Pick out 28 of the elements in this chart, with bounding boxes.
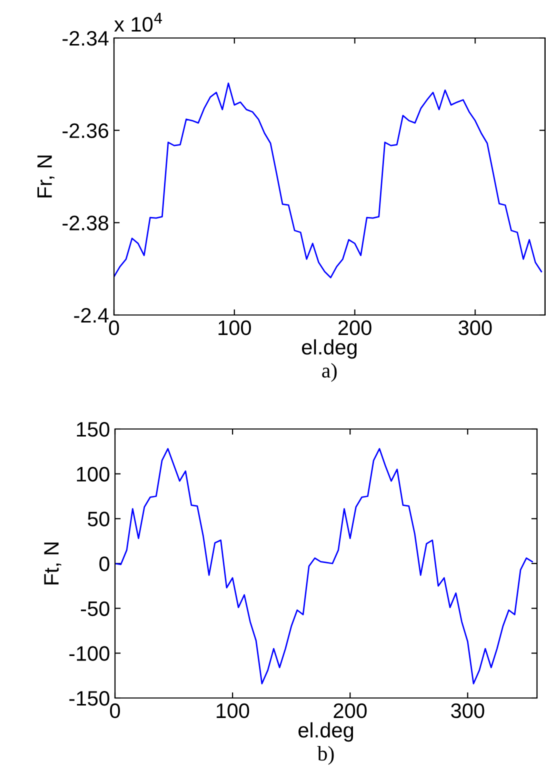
line-series (115, 448, 533, 684)
y-tick-label: -100 (69, 646, 110, 661)
y-tick-label: -2.34 (62, 31, 109, 46)
x-tick-label: 100 (218, 320, 251, 336)
text: x 10$^{4}$ (114, 12, 162, 32)
x-tick-label: 0 (110, 703, 120, 718)
y-tick-label: -2.4 (74, 308, 109, 323)
y-tick-label: 100 (76, 466, 110, 482)
x-tick-label: 0 (109, 320, 119, 336)
x-tick-label: 300 (451, 703, 484, 718)
y-axis-title: Ft, N (44, 542, 62, 584)
x-tick-label: 200 (334, 703, 367, 718)
line-series (114, 82, 542, 278)
x-tick-label: 100 (216, 703, 250, 718)
text: a) (322, 363, 337, 382)
y-tick-label: -2.38 (62, 216, 108, 230)
x-tick-label: 300 (458, 320, 492, 336)
y-axis-title: Fr, N (37, 156, 54, 198)
x-axis-title: el.deg (302, 339, 357, 359)
y-tick-label: -150 (69, 691, 110, 706)
text: b) (317, 746, 334, 765)
y-tick-label: -2.36 (62, 123, 108, 138)
x-tick-label: 200 (338, 320, 372, 336)
y-tick-label: -50 (80, 601, 110, 616)
x-axis-title: el.deg (298, 722, 354, 742)
y-tick-label: 50 (88, 512, 110, 526)
y-tick-label: 150 (76, 422, 110, 437)
y-tick-label: 0 (99, 556, 110, 572)
